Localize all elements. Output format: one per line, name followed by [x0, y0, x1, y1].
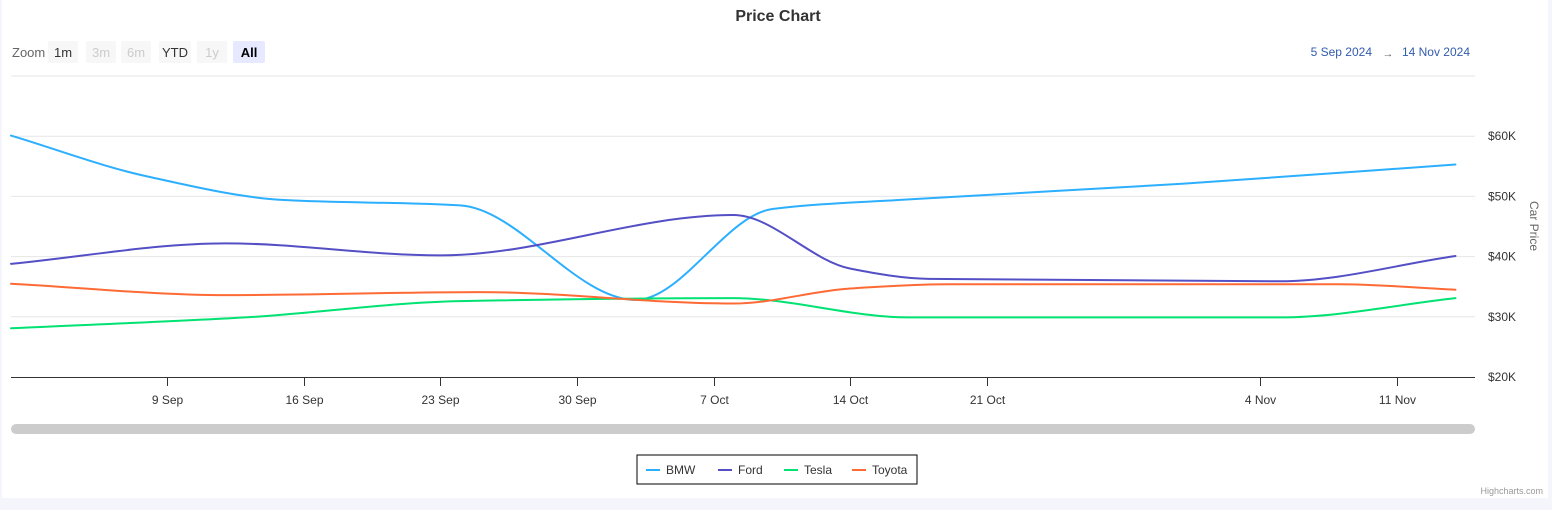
zoom-button-label: YTD [162, 45, 188, 60]
x-tick-label: 23 Sep [421, 393, 459, 407]
chart-svg: Price Chart Zoom 1m 3m 6m YTD 1y All 5 Sep 20… [10, 8, 1543, 496]
zoom-button-1m[interactable]: 1m [48, 41, 78, 63]
series-line-ford[interactable] [10, 214, 1457, 283]
legend-item-toyota[interactable]: Toyota [852, 463, 908, 477]
range-from-input[interactable]: 5 Sep 2024 [1311, 45, 1373, 59]
legend-item-ford[interactable]: Ford [718, 463, 763, 477]
range-selector-buttons: Zoom 1m 3m 6m YTD 1y All [12, 41, 265, 63]
y-tick-label: $50K [1488, 189, 1516, 203]
y-tick-label: $30K [1488, 310, 1516, 324]
y-tick-label: $40K [1488, 250, 1516, 264]
y-axis-title: Car Price [1527, 201, 1541, 251]
x-axis: 9 Sep 16 Sep 23 Sep 30 Sep 7 Oct 14 Oct 21 Oct… [11, 377, 1475, 407]
zoom-label: Zoom [12, 45, 45, 60]
chart-title: Price Chart [735, 8, 821, 25]
y-axis: $20K $30K $40K $50K $60K [1488, 129, 1516, 384]
zoom-button-all[interactable]: All [233, 41, 265, 63]
legend-item-bmw[interactable]: BMW [646, 463, 696, 477]
x-tick-label: 14 Oct [833, 393, 869, 407]
credits[interactable]: Highcharts.com [1480, 486, 1543, 496]
zoom-button-label: 6m [127, 45, 145, 60]
range-selector-inputs: 5 Sep 2024 → 14 Nov 2024 [1311, 45, 1471, 60]
legend-box [636, 454, 918, 485]
x-tick-label: 21 Oct [970, 393, 1006, 407]
legend-label: Ford [738, 463, 763, 477]
zoom-button-ytd[interactable]: YTD [159, 41, 191, 63]
legend-item-tesla[interactable]: Tesla [784, 463, 832, 477]
range-to-input[interactable]: 14 Nov 2024 [1402, 45, 1470, 59]
series-line-bmw[interactable] [10, 134, 1457, 301]
x-tick-label: 16 Sep [285, 393, 323, 407]
legend-label: Toyota [872, 463, 908, 477]
zoom-button-label: All [241, 45, 258, 60]
range-arrow: → [1383, 48, 1394, 60]
series-group [10, 134, 1457, 330]
zoom-button-label: 1y [205, 45, 219, 60]
zoom-button-label: 1m [54, 45, 72, 60]
zoom-button-label: 3m [92, 45, 110, 60]
x-tick-label: 7 Oct [700, 393, 729, 407]
legend-label: Tesla [804, 463, 832, 477]
series-line-tesla[interactable] [10, 297, 1457, 330]
zoom-button-3m: 3m [86, 41, 116, 63]
x-tick-label: 11 Nov [1379, 393, 1416, 407]
x-tick-label: 9 Sep [152, 393, 184, 407]
y-tick-label: $20K [1488, 370, 1516, 384]
price-chart: Price Chart Zoom 1m 3m 6m YTD 1y All 5 Sep 20… [2, 0, 1548, 498]
x-tick-label: 30 Sep [558, 393, 596, 407]
legend-label: BMW [666, 463, 696, 477]
x-tick-label: 4 Nov [1245, 393, 1276, 407]
zoom-button-6m: 6m [121, 41, 151, 63]
scrollbar-track[interactable] [11, 424, 1475, 434]
y-tick-label: $60K [1488, 129, 1516, 143]
zoom-button-1y: 1y [197, 41, 227, 63]
series-line-toyota[interactable] [10, 282, 1457, 305]
legend: BMW Ford Tesla Toyota [636, 454, 918, 485]
